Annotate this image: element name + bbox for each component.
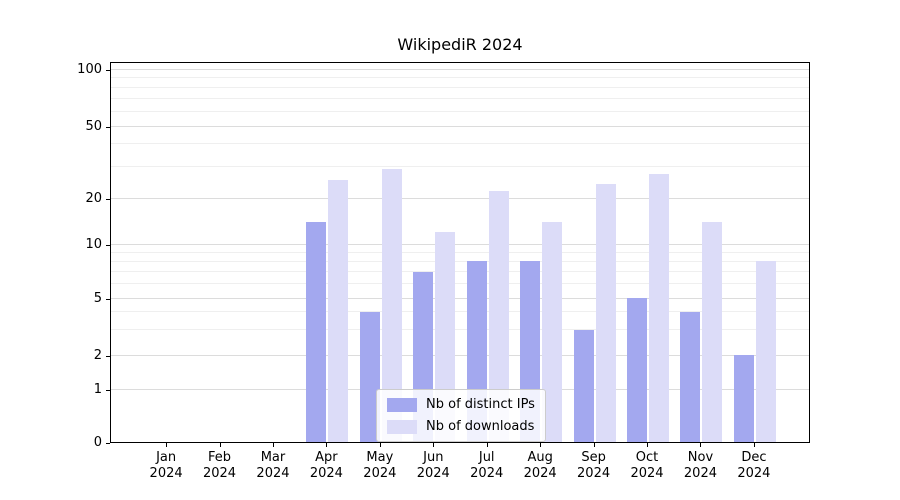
x-tick-label-nov: Nov 2024: [683, 450, 717, 481]
gridline-90: [111, 77, 809, 79]
gridline-6: [111, 283, 809, 285]
legend-swatch-downloads: [387, 419, 417, 434]
gridline-3: [111, 329, 809, 331]
gridline-20: [111, 197, 809, 199]
y-tick-mark-100: [106, 69, 110, 71]
bar-nb-of-distinct-ips-apr: [306, 221, 327, 442]
x-tick-mark-feb: [219, 443, 221, 447]
x-tick-label-apr: Apr 2024: [309, 450, 343, 481]
chart-title: WikipediR 2024: [397, 35, 523, 54]
bar-nb-of-downloads-apr: [328, 180, 349, 442]
x-tick-label-jun: Jun 2024: [416, 450, 450, 481]
gridline-100: [111, 68, 809, 70]
legend-label-downloads: Nb of downloads: [426, 419, 535, 434]
x-tick-mark-jun: [433, 443, 435, 447]
y-tick-label-5: 5: [93, 291, 102, 306]
gridline-5: [111, 297, 809, 299]
y-tick-mark-50: [106, 126, 110, 128]
gridline-8: [111, 260, 809, 262]
bar-nb-of-distinct-ips-oct: [627, 298, 648, 442]
legend-item-downloads: Nb of downloads: [387, 419, 535, 434]
bar-nb-of-downloads-nov: [702, 221, 723, 442]
y-tick-label-20: 20: [85, 191, 102, 206]
x-tick-mark-mar: [272, 443, 274, 447]
x-tick-label-jan: Jan 2024: [149, 450, 183, 481]
gridline-10: [111, 243, 809, 245]
x-tick-label-jul: Jul 2024: [470, 450, 504, 481]
x-tick-label-feb: Feb 2024: [202, 450, 237, 481]
y-tick-label-10: 10: [85, 237, 102, 252]
bar-nb-of-downloads-aug: [542, 221, 563, 442]
bar-nb-of-downloads-may: [381, 168, 402, 442]
legend-item-distinct-ips: Nb of distinct IPs: [387, 397, 535, 412]
gridline-30: [111, 165, 809, 167]
plot-area: Nb of distinct IPs Nb of downloads: [110, 62, 810, 443]
gridline-70: [111, 97, 809, 99]
x-tick-mark-apr: [326, 443, 328, 447]
gridline-40: [111, 143, 809, 145]
y-tick-label-2: 2: [93, 348, 102, 363]
bar-nb-of-downloads-oct: [649, 174, 670, 442]
y-tick-mark-1: [106, 389, 110, 391]
bar-nb-of-distinct-ips-may: [359, 311, 380, 442]
y-tick-mark-20: [106, 198, 110, 200]
y-tick-label-1: 1: [93, 382, 102, 397]
x-tick-mark-dec: [753, 443, 755, 447]
x-tick-label-dec: Dec 2024: [737, 450, 771, 481]
x-tick-mark-may: [379, 443, 381, 447]
legend-label-distinct-ips: Nb of distinct IPs: [426, 397, 535, 412]
y-tick-mark-2: [106, 355, 110, 357]
y-tick-mark-10: [106, 244, 110, 246]
bar-nb-of-distinct-ips-nov: [680, 311, 701, 442]
bar-nb-of-downloads-jul: [488, 190, 509, 442]
x-tick-label-aug: Aug 2024: [523, 450, 557, 481]
x-tick-label-sep: Sep 2024: [577, 450, 611, 481]
gridline-7: [111, 271, 809, 273]
gridline-60: [111, 110, 809, 112]
y-tick-label-100: 100: [77, 62, 102, 77]
x-tick-mark-aug: [540, 443, 542, 447]
x-tick-mark-sep: [593, 443, 595, 447]
x-tick-label-may: May 2024: [363, 450, 397, 481]
y-tick-mark-5: [106, 298, 110, 300]
x-tick-mark-nov: [700, 443, 702, 447]
y-tick-label-0: 0: [93, 435, 102, 450]
x-tick-mark-jan: [166, 443, 168, 447]
legend: Nb of distinct IPs Nb of downloads: [376, 389, 546, 442]
x-tick-label-oct: Oct 2024: [630, 450, 664, 481]
legend-swatch-distinct-ips: [387, 397, 417, 412]
y-tick-mark-0: [106, 442, 110, 444]
bar-nb-of-distinct-ips-dec: [733, 355, 754, 442]
bar-nb-of-downloads-dec: [755, 261, 776, 442]
x-tick-mark-oct: [647, 443, 649, 447]
gridline-4: [111, 311, 809, 313]
gridline-2: [111, 354, 809, 356]
x-tick-mark-jul: [486, 443, 488, 447]
bar-nb-of-distinct-ips-sep: [573, 329, 594, 442]
y-tick-label-50: 50: [85, 119, 102, 134]
gridline-80: [111, 86, 809, 88]
bar-nb-of-downloads-sep: [595, 183, 616, 442]
gridline-9: [111, 251, 809, 253]
gridline-50: [111, 125, 809, 127]
x-tick-label-mar: Mar 2024: [256, 450, 290, 481]
